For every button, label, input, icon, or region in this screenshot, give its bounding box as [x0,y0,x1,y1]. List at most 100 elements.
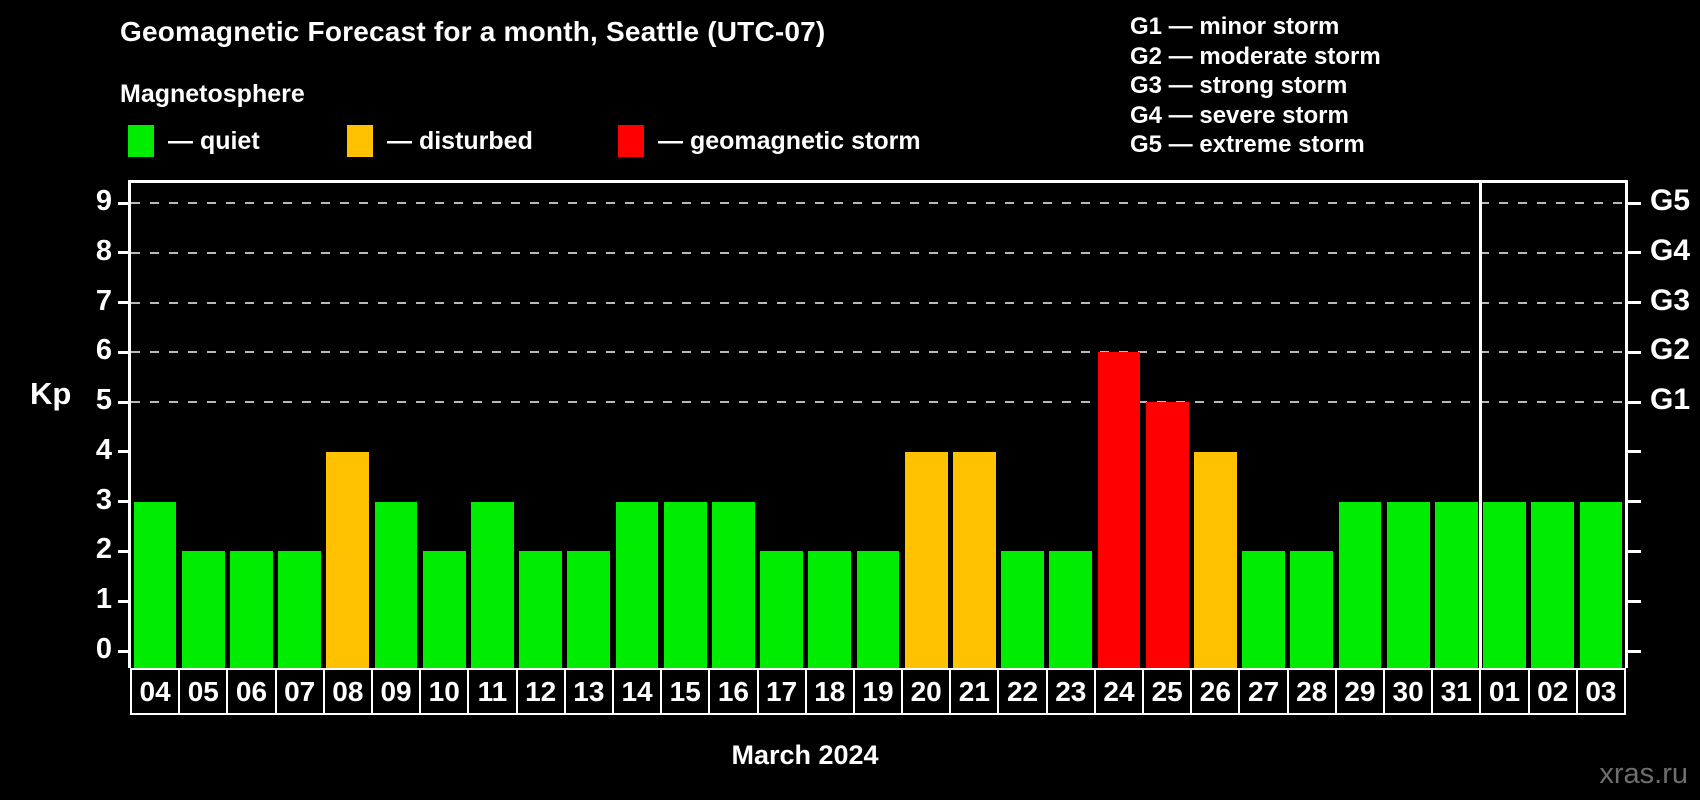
y-tick-label-0: 0 [95,633,112,665]
y-tick-left-7 [118,301,131,305]
gridline-kp9 [131,202,1625,204]
y-axis-label: Kp [30,376,72,411]
g2-legend-line: G2 — moderate storm [1130,42,1381,70]
y-tick-label-4: 4 [95,433,112,466]
y-tick-left-5 [118,400,131,404]
g-scale-label-g1: G1 [1650,383,1691,417]
y-tick-right-7 [1628,301,1641,305]
day-label-29: 29 [1334,668,1386,715]
plot-frame [128,180,1628,668]
day-label-15: 15 [660,668,711,715]
day-label-08: 08 [322,668,373,715]
gridline-kp6 [131,351,1625,354]
legend-item-storm: — geomagnetic storm [618,124,921,158]
day-label-30: 30 [1383,668,1434,715]
y-tick-label-3: 3 [95,483,112,516]
legend-quiet-label: — quiet [168,126,260,155]
bar-day-03 [1579,501,1623,668]
day-label-20: 20 [901,668,952,715]
bar-day-26 [1193,451,1237,668]
g3-legend-line: G3 — strong storm [1130,72,1348,99]
y-tick-left-1 [118,599,131,603]
y-tick-right-8 [1628,251,1641,255]
bar-day-22 [1001,551,1044,668]
gridline-kp7 [131,301,1625,304]
day-label-10: 10 [419,668,470,715]
day-label-19: 19 [852,668,904,715]
day-label-18: 18 [804,668,855,715]
bar-day-23 [1049,551,1093,668]
legend-item-disturbed: — disturbed [347,124,533,158]
y-tick-label-9: 9 [95,185,112,217]
bar-day-09 [374,501,418,668]
day-label-09: 09 [370,668,422,715]
day-label-27: 27 [1238,668,1289,715]
g-scale-label-g3: G3 [1650,283,1691,317]
day-label-16: 16 [708,668,759,715]
plot-area [131,183,1625,668]
legend-item-quiet: — quiet [128,124,260,158]
storm-scale-legend: G1 — minor storm G2 — moderate storm G3 … [1130,12,1381,160]
quiet-color-swatch [128,125,154,157]
y-tick-label-1: 1 [95,583,112,616]
watermark: xras.ru [1599,758,1688,790]
day-label-31: 31 [1431,668,1482,715]
bar-day-14 [615,501,659,668]
bar-day-21 [952,451,996,668]
g1-legend-line: G1 — minor storm [1130,13,1340,40]
day-label-12: 12 [515,668,566,715]
legend-disturbed-label: — disturbed [387,126,533,155]
day-label-13: 13 [563,668,614,715]
y-tick-right-4 [1628,450,1641,454]
bar-day-10 [422,551,466,668]
bar-day-29 [1338,501,1382,668]
y-tick-left-8 [118,251,131,255]
y-tick-right-9 [1628,201,1641,205]
y-tick-left-0 [118,649,131,653]
bar-day-04 [133,501,177,668]
bar-day-30 [1386,501,1430,668]
day-label-11: 11 [467,668,518,715]
day-label-25: 25 [1142,668,1193,715]
bar-day-17 [760,551,803,668]
g-scale-label-g4: G4 [1650,233,1691,267]
bar-day-19 [856,551,900,668]
g5-legend-line: G5 — extreme storm [1130,131,1365,158]
y-tick-right-2 [1628,549,1641,553]
y-tick-label-8: 8 [95,234,112,267]
bar-day-16 [712,501,755,668]
bar-day-07 [278,551,322,668]
bar-day-02 [1531,501,1575,668]
bar-day-31 [1434,501,1478,668]
g-scale-label-g5: G5 [1650,184,1691,217]
bar-day-12 [519,551,563,668]
bar-day-13 [567,551,611,668]
bar-day-20 [904,451,948,668]
bar-day-15 [663,501,707,668]
storm-color-swatch [618,125,644,157]
day-label-01: 01 [1479,668,1530,715]
bar-day-18 [808,551,852,668]
day-label-24: 24 [1093,668,1145,715]
y-tick-right-5 [1628,400,1641,404]
y-tick-label-2: 2 [95,533,112,566]
bar-day-24 [1097,352,1141,668]
x-axis-caption: March 2024 [731,740,879,770]
bar-day-06 [230,551,273,668]
bar-day-25 [1145,402,1189,668]
disturbed-color-swatch [347,125,373,157]
bar-day-28 [1290,551,1334,668]
y-tick-right-1 [1628,599,1641,603]
day-label-26: 26 [1190,668,1241,715]
y-tick-left-6 [118,350,131,354]
day-label-03: 03 [1575,668,1626,715]
day-label-21: 21 [949,668,1000,715]
y-tick-right-0 [1628,649,1641,653]
day-label-14: 14 [611,668,663,715]
y-tick-label-6: 6 [95,334,112,367]
magnetosphere-subtitle: Magnetosphere [120,80,305,108]
gridline-kp5 [131,401,1625,404]
chart-title: Geomagnetic Forecast for a month, Seattl… [120,16,826,47]
g4-legend-line: G4 — severe storm [1130,101,1349,129]
day-label-17: 17 [756,668,807,715]
